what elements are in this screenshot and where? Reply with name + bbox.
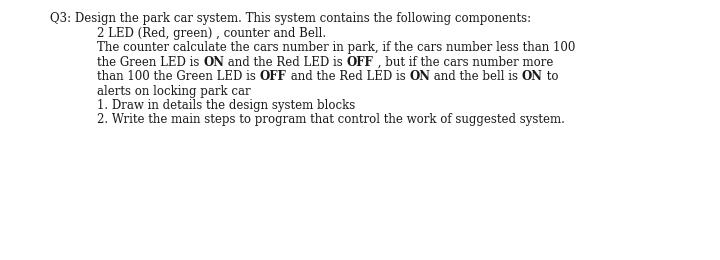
Text: 2 LED (Red, green) , counter and Bell.: 2 LED (Red, green) , counter and Bell. <box>97 27 326 40</box>
Text: than 100 the Green LED is: than 100 the Green LED is <box>97 70 260 83</box>
Text: , but if the cars number more: , but if the cars number more <box>374 55 553 68</box>
Text: to: to <box>543 70 558 83</box>
Text: The counter calculate the cars number in park, if the cars number less than 100: The counter calculate the cars number in… <box>97 41 575 54</box>
Text: and the bell is: and the bell is <box>430 70 522 83</box>
Text: and the Red LED is: and the Red LED is <box>287 70 409 83</box>
Text: ON: ON <box>203 55 225 68</box>
Text: OFF: OFF <box>347 55 374 68</box>
Text: 1. Draw in details the design system blocks: 1. Draw in details the design system blo… <box>97 99 356 112</box>
Text: ON: ON <box>409 70 430 83</box>
Text: Q3: Design the park car system. This system contains the following components:: Q3: Design the park car system. This sys… <box>50 12 531 25</box>
Text: alerts on locking park car: alerts on locking park car <box>97 84 251 98</box>
Text: 2. Write the main steps to program that control the work of suggested system.: 2. Write the main steps to program that … <box>97 114 565 127</box>
Text: OFF: OFF <box>260 70 287 83</box>
Text: and the Red LED is: and the Red LED is <box>225 55 347 68</box>
Text: the Green LED is: the Green LED is <box>97 55 203 68</box>
Text: ON: ON <box>522 70 543 83</box>
